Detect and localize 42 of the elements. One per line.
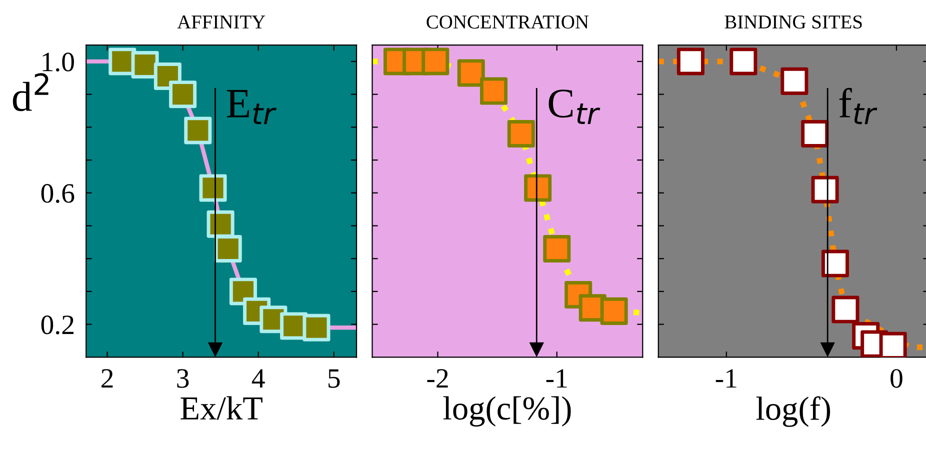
point xyxy=(480,77,508,105)
x-tick-label: 4 xyxy=(252,369,265,388)
chart-title: AFFINITY xyxy=(177,16,266,28)
x-tick-label: -1 xyxy=(546,369,567,388)
point xyxy=(457,59,485,87)
point xyxy=(730,48,758,76)
x-tick-label: -2 xyxy=(427,369,448,388)
point xyxy=(524,174,552,202)
ref-line-label: E$_{tr}$ xyxy=(226,90,276,124)
chart-title: CONCENTRATION xyxy=(426,16,589,29)
point xyxy=(811,176,839,204)
point xyxy=(676,48,704,76)
point xyxy=(780,67,808,95)
x-axis-title: log(c[%]) xyxy=(443,396,571,427)
ref-line-label: f$_{tr}$ xyxy=(839,88,878,124)
point xyxy=(879,332,907,358)
point xyxy=(184,116,212,144)
point xyxy=(543,234,571,263)
point xyxy=(507,120,535,148)
x-tick-label: 5 xyxy=(328,369,340,388)
point xyxy=(199,174,227,202)
point xyxy=(832,296,860,324)
y-axis-title: d$^{2}$ xyxy=(12,73,48,112)
y-tick-label: 0.2 xyxy=(41,315,74,334)
point xyxy=(214,234,242,263)
x-tick-label: 2 xyxy=(102,369,113,388)
point xyxy=(821,250,850,278)
ref-line-label: C$_{tr}$ xyxy=(548,90,600,124)
point xyxy=(169,80,197,108)
x-tick-label: -1 xyxy=(716,369,736,388)
x-tick-label: 0 xyxy=(890,369,902,388)
x-axis-title: Ex/kT xyxy=(180,396,262,420)
x-tick-label: 3 xyxy=(177,369,189,388)
point xyxy=(600,297,628,325)
x-axis-title: log(f) xyxy=(756,396,830,427)
point xyxy=(422,48,450,76)
chart-title: BINDING SITES xyxy=(724,16,862,29)
point xyxy=(131,50,159,79)
y-tick-label: 0.6 xyxy=(41,184,74,203)
point xyxy=(801,120,829,148)
point xyxy=(302,314,330,342)
y-tick-label: 1.0 xyxy=(42,52,74,72)
